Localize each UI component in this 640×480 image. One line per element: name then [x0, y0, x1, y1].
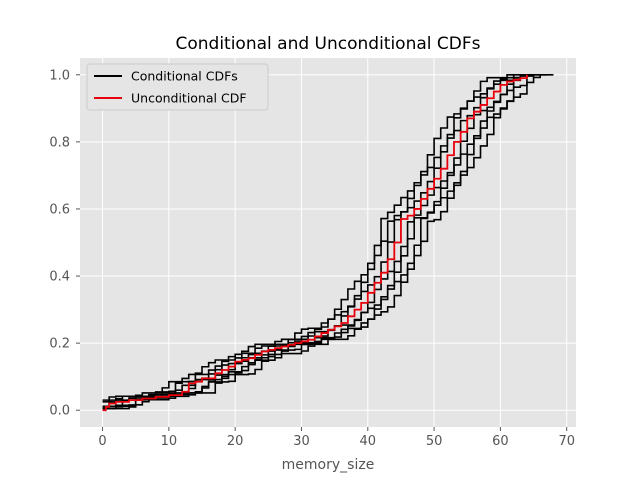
y-axis-ticks: 0.0 0.2 0.4 0.6 0.8 1.0 [49, 68, 80, 419]
x-tick-label: 70 [558, 434, 575, 449]
y-tick-label: 0.8 [49, 135, 70, 150]
x-axis-ticks: 0 10 20 30 40 50 60 70 [98, 427, 575, 449]
unconditional-cdf-line [102, 74, 528, 412]
x-axis-label: memory_size [282, 457, 375, 473]
x-tick-label: 50 [426, 434, 443, 449]
conditional-cdf-line [102, 74, 528, 410]
y-tick-label: 0.6 [49, 202, 70, 217]
y-tick-label: 0.0 [49, 404, 70, 419]
x-tick-label: 30 [293, 434, 310, 449]
x-tick-label: 40 [360, 434, 377, 449]
y-tick-label: 1.0 [49, 68, 70, 83]
conditional-cdf-line [102, 73, 554, 401]
y-tick-label: 0.4 [49, 270, 70, 285]
series-lines [102, 74, 528, 412]
x-tick-label: 0 [98, 434, 106, 449]
x-tick-label: 10 [161, 434, 178, 449]
legend-box [86, 63, 269, 111]
chart-title: Conditional and Unconditional CDFs [175, 34, 480, 54]
legend: Conditional CDFs Unconditional CDF [86, 63, 269, 111]
grid-lines [80, 58, 576, 427]
x-tick-label: 20 [227, 434, 244, 449]
y-tick-label: 0.2 [49, 337, 70, 352]
plot-area [80, 58, 576, 427]
x-tick-label: 60 [492, 434, 509, 449]
legend-label-conditional: Conditional CDFs [131, 69, 238, 84]
legend-label-unconditional: Unconditional CDF [131, 91, 247, 106]
